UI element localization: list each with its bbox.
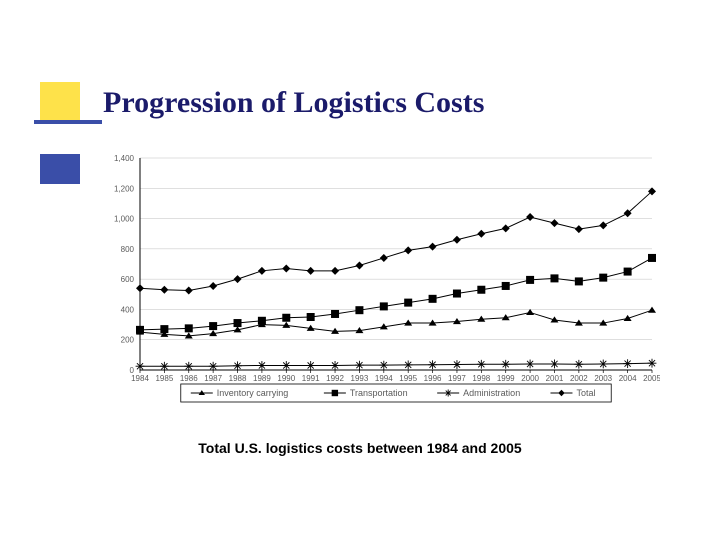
svg-text:1997: 1997 [448,374,466,383]
svg-text:1984: 1984 [131,374,149,383]
svg-text:600: 600 [121,275,135,284]
svg-text:1,000: 1,000 [114,215,135,224]
svg-text:2001: 2001 [546,374,564,383]
svg-text:1991: 1991 [302,374,320,383]
svg-text:2003: 2003 [594,374,612,383]
svg-text:1,200: 1,200 [114,184,135,193]
header-accent-blue [40,154,80,184]
svg-text:1988: 1988 [229,374,247,383]
svg-text:1987: 1987 [204,374,222,383]
svg-text:1985: 1985 [155,374,173,383]
svg-text:2000: 2000 [521,374,539,383]
header-accent-yellow [40,82,80,120]
svg-text:2002: 2002 [570,374,588,383]
svg-text:Administration: Administration [463,388,520,398]
svg-text:400: 400 [121,305,135,314]
header-accent-blue-bar [34,120,102,124]
svg-text:1995: 1995 [399,374,417,383]
svg-text:1,400: 1,400 [114,154,135,163]
svg-text:1992: 1992 [326,374,344,383]
slide-title: Progression of Logistics Costs [103,86,484,120]
svg-text:Total: Total [576,388,595,398]
svg-text:1986: 1986 [180,374,198,383]
svg-text:1998: 1998 [472,374,490,383]
svg-text:1994: 1994 [375,374,393,383]
svg-text:2005: 2005 [643,374,660,383]
svg-text:1999: 1999 [497,374,515,383]
chart-caption: Total U.S. logistics costs between 1984 … [0,440,720,456]
svg-text:Inventory carrying: Inventory carrying [217,388,289,398]
svg-text:200: 200 [121,336,135,345]
logistics-cost-chart: 02004006008001,0001,2001,400198419851986… [100,150,660,410]
svg-text:1996: 1996 [424,374,442,383]
svg-text:1989: 1989 [253,374,271,383]
svg-text:1993: 1993 [351,374,369,383]
svg-text:800: 800 [121,245,135,254]
svg-text:Transportation: Transportation [350,388,408,398]
svg-text:2004: 2004 [619,374,637,383]
svg-text:1990: 1990 [277,374,295,383]
